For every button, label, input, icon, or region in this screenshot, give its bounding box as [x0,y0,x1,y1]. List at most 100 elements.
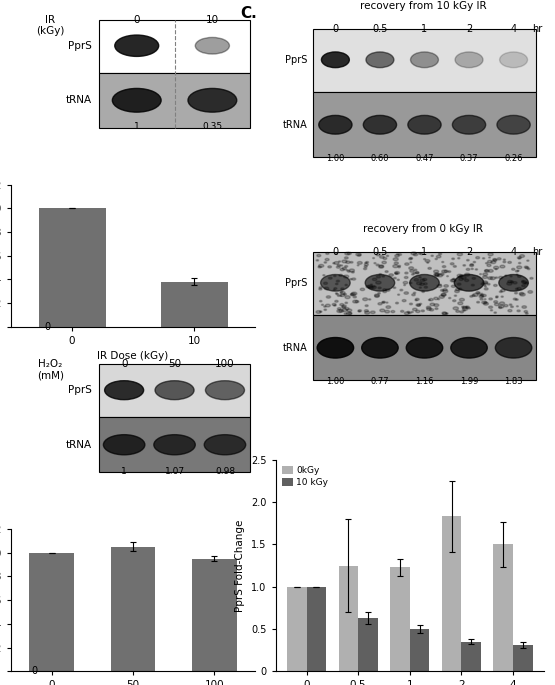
Circle shape [461,277,466,279]
Circle shape [345,296,350,299]
Circle shape [442,266,446,268]
Circle shape [370,284,372,285]
Circle shape [408,258,412,260]
Text: recovery from 10 kGy IR: recovery from 10 kGy IR [360,1,486,11]
Circle shape [475,269,477,270]
Circle shape [498,305,504,308]
Circle shape [372,278,377,281]
Circle shape [519,292,524,295]
Circle shape [382,301,385,303]
Text: 1: 1 [421,24,427,34]
Circle shape [497,258,501,260]
Circle shape [493,258,497,261]
Circle shape [523,282,527,284]
Text: 0.98: 0.98 [215,466,235,475]
Circle shape [440,273,444,275]
Circle shape [420,303,422,304]
Circle shape [411,252,416,255]
Circle shape [508,262,511,264]
Circle shape [337,310,342,312]
Circle shape [516,299,518,300]
Circle shape [408,115,441,134]
Circle shape [357,265,359,266]
Text: 2: 2 [466,247,472,258]
Circle shape [365,262,367,264]
Circle shape [491,261,496,264]
Circle shape [452,258,455,260]
Circle shape [325,304,330,307]
Circle shape [104,381,144,399]
Circle shape [466,306,470,308]
Circle shape [517,288,521,290]
Circle shape [447,276,448,277]
Circle shape [416,310,420,312]
Bar [461,642,481,671]
Circle shape [453,278,455,279]
Bar [313,315,536,380]
Circle shape [337,264,340,266]
Bar [313,29,536,92]
Circle shape [513,298,517,300]
Circle shape [344,313,347,314]
Bar [38,208,105,327]
Circle shape [424,286,427,288]
Circle shape [357,254,361,256]
Text: PprS: PprS [285,278,308,288]
Circle shape [385,310,390,313]
Circle shape [324,287,329,290]
Circle shape [326,253,329,254]
Circle shape [460,311,463,313]
Circle shape [410,282,412,284]
Circle shape [342,305,346,308]
Circle shape [442,312,447,315]
Circle shape [345,302,347,303]
Circle shape [376,264,379,266]
Circle shape [403,282,408,284]
Circle shape [482,258,485,259]
Circle shape [335,253,337,254]
Circle shape [528,290,533,293]
Circle shape [415,271,419,273]
Text: 4: 4 [511,24,517,34]
Circle shape [495,303,499,306]
Circle shape [410,275,439,291]
Legend: 0kGy, 10 kGy: 0kGy, 10 kGy [280,464,330,489]
Circle shape [342,260,347,263]
Circle shape [345,257,348,259]
Circle shape [412,308,417,311]
Circle shape [195,38,229,54]
Circle shape [342,306,345,308]
Circle shape [526,267,529,269]
Circle shape [423,283,427,285]
Circle shape [420,283,424,286]
Circle shape [340,303,344,306]
Circle shape [482,301,487,303]
Circle shape [395,255,399,257]
Circle shape [495,338,532,358]
Circle shape [448,271,451,273]
Circle shape [453,300,456,301]
Circle shape [457,283,461,285]
Circle shape [335,283,338,285]
Circle shape [405,312,409,314]
Circle shape [378,303,382,305]
Circle shape [335,300,338,302]
Circle shape [365,305,368,307]
Circle shape [334,305,336,306]
Circle shape [500,265,505,268]
Circle shape [335,292,337,294]
Text: 1: 1 [121,466,127,475]
Text: tRNA: tRNA [65,440,92,450]
Circle shape [376,253,380,256]
Circle shape [430,309,433,311]
Circle shape [455,290,460,292]
Circle shape [154,435,195,455]
Text: 100: 100 [215,360,235,369]
Circle shape [430,303,435,306]
Circle shape [396,273,397,274]
Circle shape [317,254,321,257]
Circle shape [345,308,349,310]
Circle shape [517,266,522,269]
Circle shape [433,270,438,273]
Circle shape [324,262,326,263]
